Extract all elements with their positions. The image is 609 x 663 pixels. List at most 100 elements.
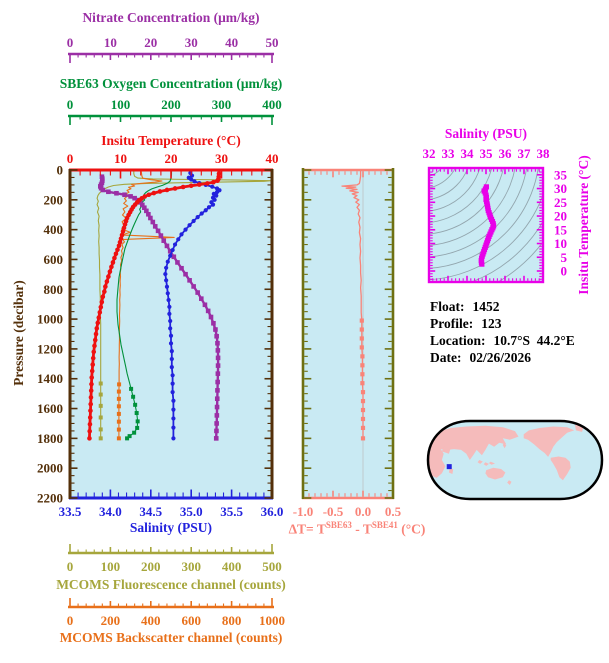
pressure-tick-label: 600 — [44, 252, 64, 267]
float-id-row: Float: 1452 — [430, 298, 575, 315]
salinity-profile-marker — [210, 202, 216, 207]
nitrate-profile-marker — [214, 396, 220, 402]
salinity-profile-marker — [214, 193, 219, 198]
temperature-profile-marker — [96, 315, 102, 320]
salinity-profile-marker — [210, 184, 215, 189]
oxygen-profile-line — [116, 170, 173, 439]
temperature-profile-marker — [151, 190, 157, 196]
fluorescence-profile-marker — [98, 436, 103, 441]
t-s-curve-marker — [479, 261, 485, 267]
delta-t-tick-label: 0.0 — [355, 504, 371, 519]
backscatter-axis-tick-label: 0 — [67, 613, 74, 628]
nitrate-profile-marker — [140, 202, 145, 208]
temperature-profile-marker — [117, 239, 123, 245]
pressure-tick-label: 400 — [44, 222, 64, 237]
temperature-profile-marker — [146, 192, 152, 198]
temperature-profile-marker — [205, 181, 210, 186]
nitrate-profile-marker — [215, 379, 220, 385]
fluorescence-profile-marker — [98, 403, 103, 408]
nitrate-profile-marker — [213, 327, 218, 332]
nitrate-profile-marker — [158, 233, 164, 238]
temperature-profile-marker — [91, 349, 97, 355]
nitrate-profile-marker — [155, 228, 161, 234]
salinity-profile-marker — [168, 326, 173, 331]
salinity-profile-marker — [176, 237, 181, 242]
salinity-profile-marker — [170, 390, 175, 395]
oxygen-profile-marker — [131, 394, 136, 399]
temperature-profile-marker — [115, 247, 120, 253]
pressure-tick-label: 1200 — [37, 341, 63, 356]
nitrate-profile-marker — [144, 208, 149, 214]
temperature-profile-marker — [89, 381, 94, 387]
backscatter-profile-marker — [116, 411, 121, 416]
nitrate-profile-marker — [142, 205, 147, 211]
profile-curves — [87, 170, 272, 441]
nitrate-profile-marker — [100, 187, 106, 193]
salinity-profile-marker — [165, 291, 170, 296]
nitrate-profile-marker — [146, 211, 151, 217]
nitrate-axis-tick-label: 40 — [225, 35, 238, 50]
nitrate-profile-marker — [215, 340, 220, 346]
delta-t-marker — [360, 381, 365, 386]
fluorescence-profile-marker — [98, 381, 103, 386]
temperature-profile-marker — [95, 320, 101, 326]
delta-t-marker — [360, 398, 366, 404]
salinity-profile-marker — [171, 407, 176, 412]
fluorescence-axis-tick-label: 0 — [67, 559, 74, 574]
salinity-profile-marker — [165, 259, 170, 264]
nitrate-profile-marker — [106, 189, 111, 195]
float-location-marker — [446, 464, 452, 470]
salinity-profile-marker — [167, 311, 172, 316]
temperature-profile-marker — [87, 436, 92, 441]
salinity-tick-label: 33.5 — [59, 504, 82, 519]
temperature-profile-marker — [188, 183, 194, 189]
salinity-profile-marker — [183, 227, 188, 232]
salinity-tick-label: 34.0 — [99, 504, 122, 519]
landmass — [477, 460, 483, 464]
float-id-label: Float: — [430, 299, 465, 314]
fluorescence-profile-marker — [98, 427, 103, 432]
temperature-profile-marker — [87, 415, 93, 420]
temperature-profile-marker — [103, 284, 108, 289]
delta-t-marker — [360, 407, 366, 413]
pressure-tick-label: 1800 — [37, 431, 63, 446]
backscatter-axis-tick-label: 1000 — [259, 613, 285, 628]
temperature-profile-marker — [102, 289, 107, 294]
nitrate-profile-marker — [202, 302, 208, 308]
nitrate-profile-marker — [215, 355, 221, 361]
ts-temperature-axis-title: Insitu Temperature (°C) — [576, 155, 591, 295]
salinity-profile-marker — [164, 278, 169, 283]
location-label: Location: — [430, 333, 486, 348]
delta-t-tick-label: -1.0 — [293, 504, 314, 519]
nitrate-profile-marker — [164, 243, 170, 249]
ts-temperature-tick-label: 0 — [561, 264, 568, 279]
backscatter-profile-marker — [116, 427, 121, 432]
temperature-profile-marker — [164, 187, 170, 193]
temperature-profile-marker — [180, 184, 186, 190]
salinity-profile-marker — [164, 284, 170, 289]
salinity-axis-title: Salinity (PSU) — [129, 520, 213, 535]
salinity-tick-label: 35.0 — [180, 504, 203, 519]
landmass — [441, 446, 451, 454]
salinity-profile-marker — [171, 425, 176, 430]
pressure-tick-label: 200 — [44, 192, 64, 207]
salinity-profile-marker — [206, 205, 212, 210]
backscatter-axis-tick-label: 200 — [101, 613, 121, 628]
temperature-profile-marker — [110, 260, 116, 265]
temperature-profile-marker — [196, 182, 202, 187]
ts-salinity-tick-label: 37 — [518, 146, 532, 161]
salinity-profile-marker — [168, 253, 173, 258]
landmass — [550, 456, 571, 481]
landmass — [428, 442, 446, 478]
salinity-tick-label: 34.5 — [139, 504, 162, 519]
nitrate-profile-marker — [175, 260, 180, 265]
ts-salinity-axis-title: Salinity (PSU) — [444, 126, 528, 141]
oxygen-axis-tick-label: 300 — [212, 97, 232, 112]
delta-t-marker — [359, 327, 364, 332]
backscatter-axis-tick-label: 600 — [181, 613, 201, 628]
temperature-profile-marker — [109, 264, 114, 270]
temperature-profile-marker — [88, 408, 93, 414]
backscatter-profile-marker — [116, 419, 121, 424]
temperature-profile-marker — [88, 395, 94, 400]
oxygen-profile-marker — [125, 436, 130, 441]
